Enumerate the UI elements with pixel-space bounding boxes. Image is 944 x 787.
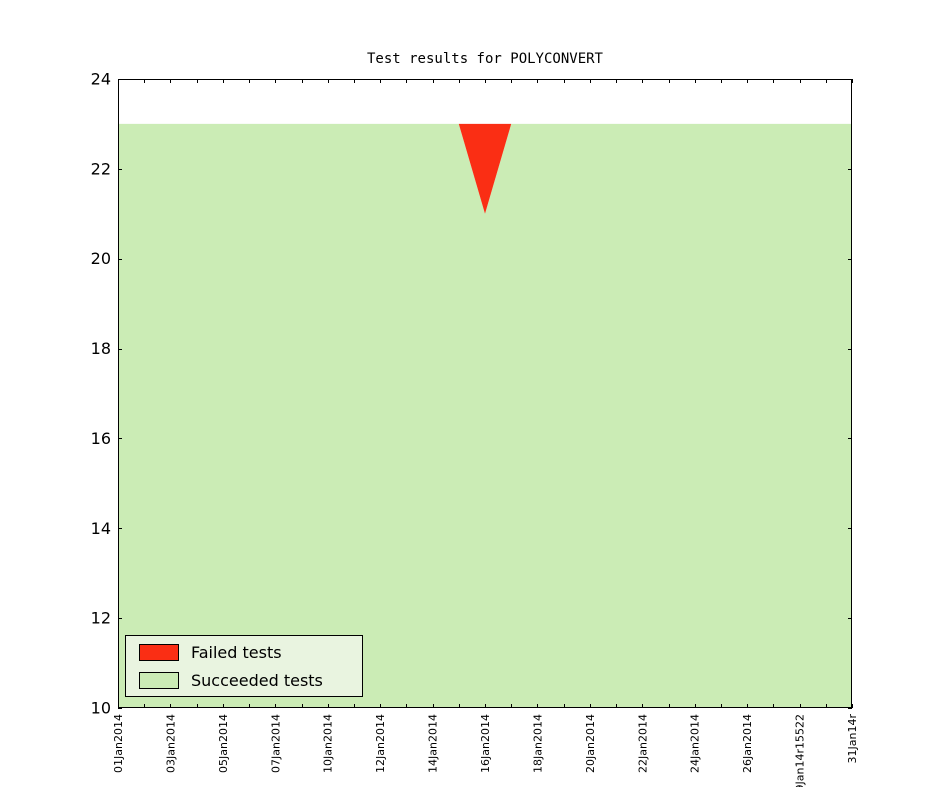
x-tick-label: 10Jan2014 bbox=[322, 714, 335, 773]
x-tick-label: 20Jan2014 bbox=[584, 714, 597, 773]
plot-border bbox=[118, 79, 852, 708]
x-tick-label: 05Jan2014 bbox=[217, 714, 230, 773]
x-tick-label: 01Jan2014 bbox=[112, 714, 125, 773]
x-tick-label: 18Jan2014 bbox=[531, 714, 544, 773]
y-tick-label: 22 bbox=[91, 159, 111, 178]
y-tick-label: 10 bbox=[91, 699, 111, 718]
y-tick-labels: 10 12 14 16 18 20 22 24 bbox=[91, 70, 111, 718]
failed-tests-label: Failed tests bbox=[191, 642, 282, 662]
x-tick-labels: 01Jan2014 03Jan2014 05Jan2014 07Jan2014 10Ja… bbox=[112, 714, 859, 787]
x-tick-label: 24Jan2014 bbox=[689, 714, 702, 773]
x-tick-label: 22Jan2014 bbox=[636, 714, 649, 773]
y-tick-label: 14 bbox=[91, 519, 111, 538]
x-tick-label: 03Jan2014 bbox=[164, 714, 177, 773]
x-tick-label: 07Jan2014 bbox=[269, 714, 282, 773]
y-tick-label: 12 bbox=[91, 609, 111, 628]
succeeded-tests-label: Succeeded tests bbox=[191, 670, 323, 690]
x-tick-label: 29Jan14r15522 bbox=[794, 714, 807, 787]
legend-row-succeeded: Succeeded tests bbox=[139, 668, 362, 692]
x-tick-label: 12Jan2014 bbox=[374, 714, 387, 773]
x-tick-label: 26Jan2014 bbox=[741, 714, 754, 773]
x-tick-label: 31Jan14r bbox=[846, 714, 859, 764]
legend-box: Failed tests Succeeded tests bbox=[125, 635, 363, 697]
failed-area bbox=[458, 123, 512, 214]
legend-row-failed: Failed tests bbox=[139, 640, 362, 664]
y-tick-label: 20 bbox=[91, 249, 111, 268]
y-tick-label: 18 bbox=[91, 339, 111, 358]
x-tick-label: 16Jan2014 bbox=[479, 714, 492, 773]
x-tick-label: 14Jan2014 bbox=[427, 714, 440, 773]
y-tick-label: 16 bbox=[91, 429, 111, 448]
failed-tests-swatch bbox=[139, 643, 179, 661]
succeeded-tests-swatch bbox=[139, 671, 179, 689]
y-tick-label: 24 bbox=[91, 70, 111, 89]
plot-title: Test results for POLYCONVERT bbox=[366, 51, 603, 67]
succeeded-area bbox=[118, 123, 852, 708]
